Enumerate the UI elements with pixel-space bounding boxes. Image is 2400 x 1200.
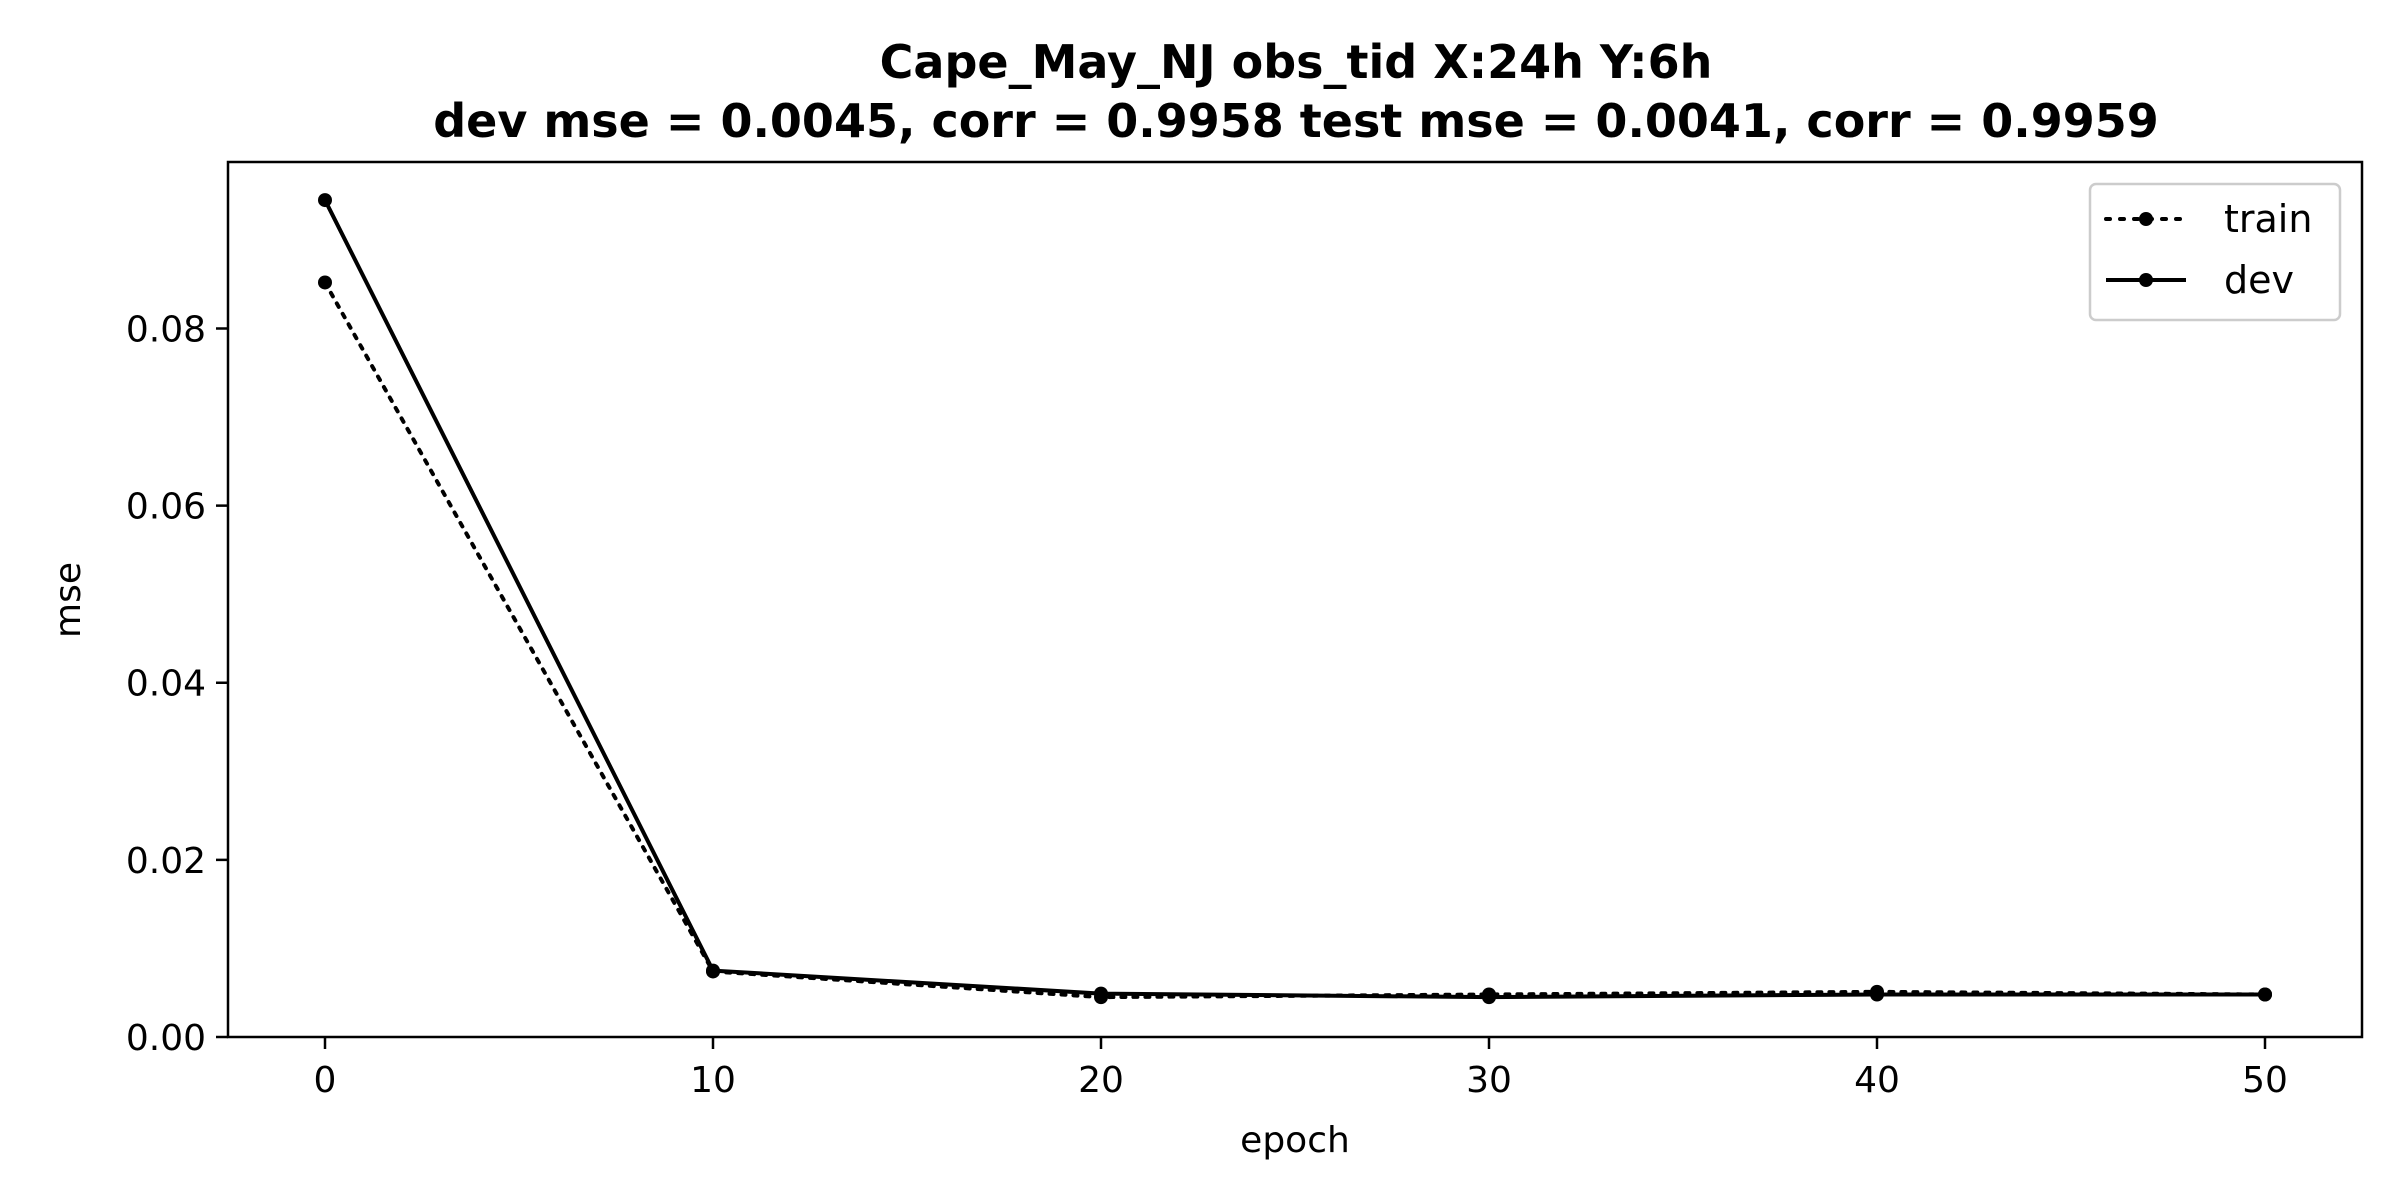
x-tick-label: 10 — [690, 1060, 736, 1101]
chart-title-line1: Cape_May_NJ obs_tid X:24h Y:6h — [880, 35, 1713, 89]
legend-train-marker — [2139, 212, 2153, 226]
x-tick-label: 50 — [2242, 1060, 2288, 1101]
series-dev-point — [2258, 987, 2272, 1002]
series-dev-line — [323, 199, 2265, 1000]
x-tick-label: 30 — [1466, 1060, 1512, 1101]
y-tick-label: 0.08 — [126, 309, 206, 350]
series-dev-point — [1482, 990, 1496, 1005]
y-tick-label: 0.02 — [126, 841, 206, 882]
y-tick-label: 0.00 — [126, 1018, 206, 1059]
series-dev-point — [1870, 987, 1884, 1002]
y-axis-ticks: 0.00 0.02 0.04 0.06 0.08 — [126, 309, 228, 1059]
series-train-point — [318, 275, 332, 290]
y-tick-label: 0.04 — [126, 664, 206, 705]
series-dev-point — [706, 963, 720, 978]
x-axis-ticks: 0 10 20 30 40 50 — [314, 1037, 2288, 1101]
legend: train dev — [2088, 182, 2342, 322]
plot-area — [318, 193, 2272, 1005]
x-tick-label: 0 — [314, 1060, 337, 1101]
legend-dev-label: dev — [2224, 258, 2294, 302]
y-tick-label: 0.06 — [126, 487, 206, 528]
legend-dev-marker — [2139, 273, 2153, 287]
series-dev-point — [318, 193, 332, 208]
x-tick-label: 40 — [1854, 1060, 1900, 1101]
legend-train-label: train — [2224, 197, 2312, 241]
y-axis-label: mse — [48, 562, 89, 638]
x-tick-label: 20 — [1078, 1060, 1124, 1101]
plot-frame — [226, 160, 2364, 1039]
chart-title-line2: dev mse = 0.0045, corr = 0.9958 test mse… — [433, 94, 2159, 148]
series-dev-point — [1094, 986, 1108, 1001]
x-axis-label: epoch — [1240, 1120, 1350, 1161]
